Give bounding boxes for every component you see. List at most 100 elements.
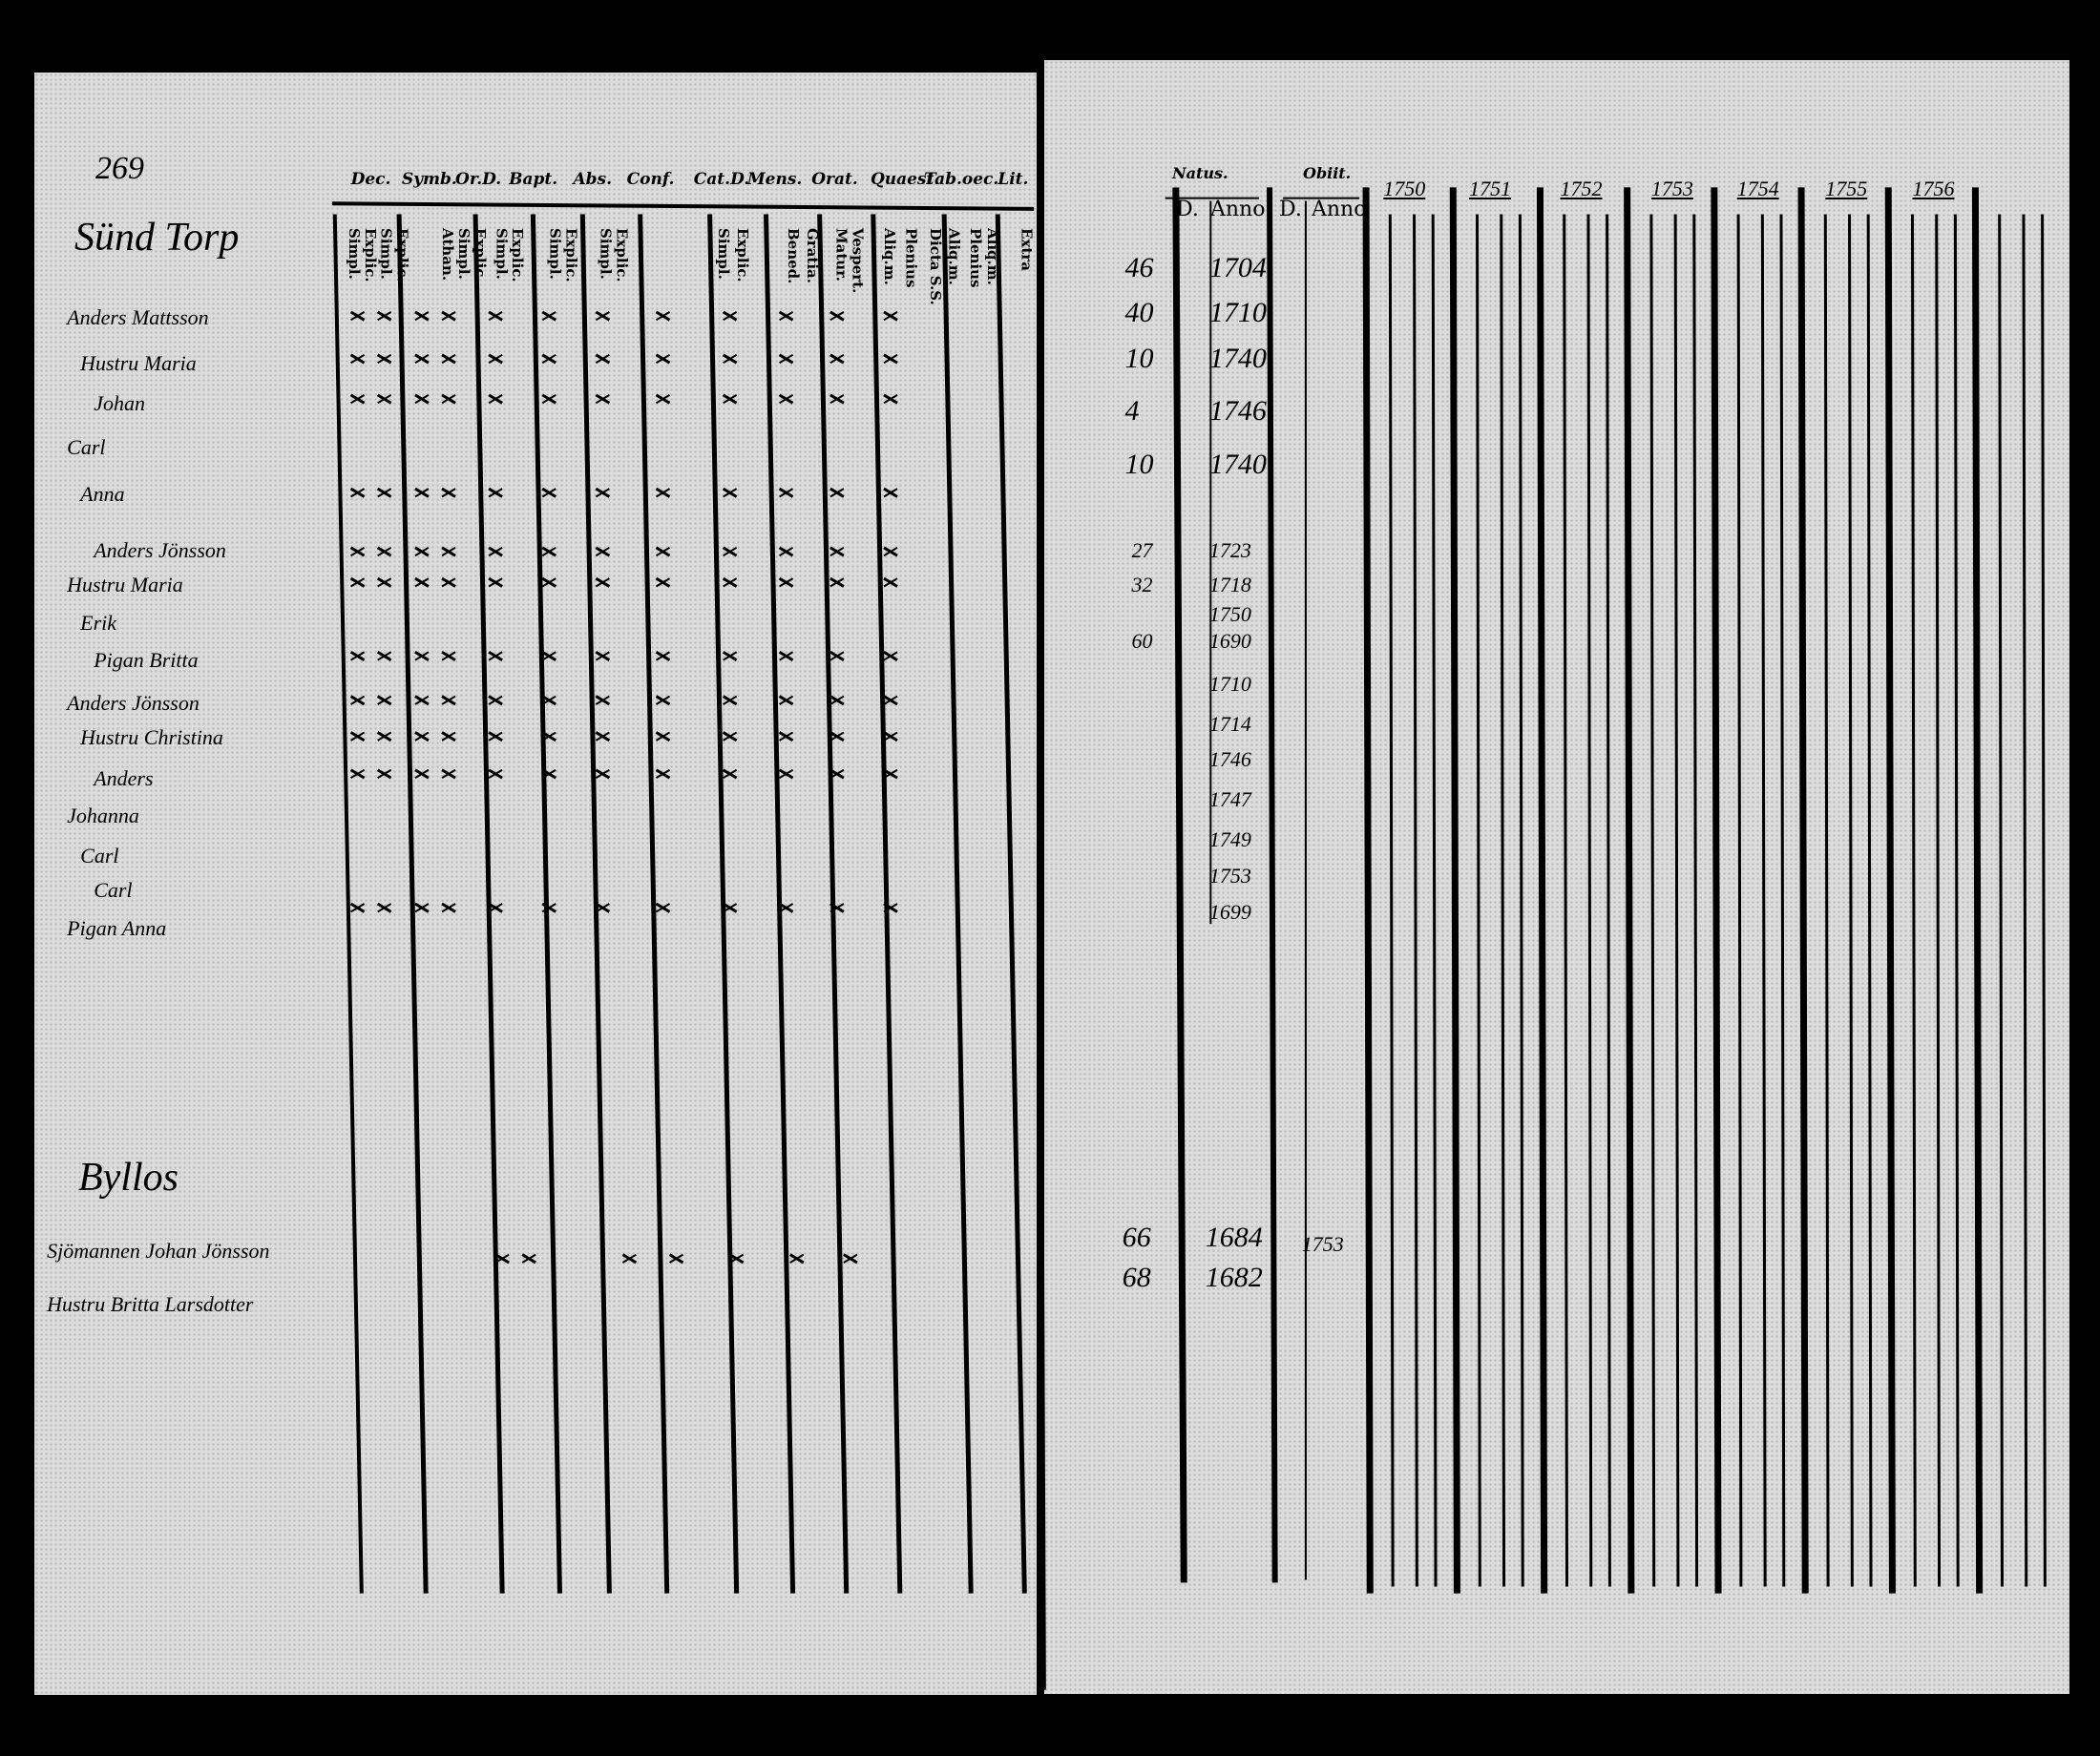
tally-mark [521, 1253, 536, 1264]
person-name: Johan [94, 390, 145, 415]
village-name-2: Byllos [78, 1156, 178, 1200]
month-line [1476, 214, 1481, 1587]
tally-mark [414, 577, 430, 588]
month-line [1673, 214, 1680, 1587]
tally-mark [883, 488, 898, 498]
tally-mark [883, 651, 898, 661]
tally-mark [655, 903, 671, 913]
natus-border [1172, 187, 1187, 1583]
entry-day: 68 [1122, 1261, 1151, 1293]
tally-mark [595, 577, 610, 588]
header-label: Symb. [401, 170, 457, 190]
column-line [707, 214, 740, 1594]
tally-mark [621, 1253, 637, 1264]
entry-anno: 1753 [1208, 863, 1251, 888]
tally-mark [655, 546, 671, 557]
obiit-day-label: D. [1279, 198, 1302, 221]
tally-mark [595, 731, 610, 742]
tally-mark [541, 731, 556, 742]
tally-mark [441, 768, 456, 780]
entry-anno: 1682 [1205, 1261, 1263, 1293]
month-line [1431, 214, 1438, 1587]
column-line [941, 214, 974, 1594]
tally-mark [723, 903, 738, 913]
tally-mark [377, 903, 392, 913]
tally-mark [488, 577, 503, 588]
tally-mark [779, 353, 794, 365]
month-line [1413, 214, 1418, 1587]
tally-mark [655, 651, 671, 661]
month-line [2022, 214, 2028, 1587]
entry-obiit-anno: 1753 [1301, 1231, 1344, 1256]
person-name: Carl [94, 878, 133, 903]
tally-mark [541, 695, 556, 705]
tally-mark [723, 353, 738, 365]
person-name: Erik [80, 610, 117, 635]
tally-mark [350, 651, 366, 661]
page-number: 269 [95, 151, 144, 186]
sub-header: Dicta S.S. [926, 227, 944, 305]
tally-mark [883, 311, 898, 322]
sub-header: Athan. [439, 227, 457, 281]
person-name: Anders [94, 765, 154, 790]
tally-mark [541, 311, 556, 322]
tally-mark [655, 311, 671, 322]
tally-mark [779, 577, 794, 588]
sub-header: Explic. [471, 227, 489, 282]
tally-mark [595, 651, 610, 661]
tally-mark [779, 488, 794, 498]
tally-mark [723, 695, 738, 705]
tally-mark [377, 651, 392, 661]
tally-mark [729, 1253, 745, 1264]
entry-anno: 1746 [1208, 394, 1267, 427]
sub-header: Aliq.m. [881, 227, 899, 285]
tally-mark [723, 546, 738, 557]
entry-day: 10 [1124, 449, 1154, 480]
entry-anno: 1710 [1208, 672, 1251, 697]
tally-mark [414, 768, 430, 780]
tally-mark [595, 695, 610, 705]
header-label: Quaest. [870, 170, 940, 190]
tally-mark [350, 311, 366, 322]
person-name: Carl [67, 434, 106, 459]
month-line [1500, 214, 1506, 1587]
tally-mark [723, 311, 738, 322]
tally-mark [655, 731, 671, 742]
tally-mark [488, 768, 503, 780]
tally-mark [441, 394, 456, 405]
tally-mark [595, 311, 610, 322]
tally-mark [414, 651, 430, 661]
entry-anno: 1690 [1208, 629, 1251, 654]
month-line [1823, 214, 1830, 1587]
header-label: Dec. [350, 170, 391, 190]
header-label: Orat. [811, 170, 858, 190]
column-line [332, 214, 364, 1594]
person-name: Carl [80, 843, 119, 868]
tally-mark [830, 577, 845, 588]
tally-mark [655, 488, 671, 498]
entry-anno: 1740 [1208, 343, 1267, 375]
sub-header: Extra [1018, 227, 1036, 271]
tally-mark [377, 311, 392, 322]
tally-mark [883, 695, 898, 705]
sub-header: Simpl. [715, 227, 733, 280]
year-border [1536, 187, 1548, 1594]
sub-header: Gratia. [803, 227, 821, 283]
year-border [1711, 187, 1722, 1594]
tally-mark [541, 353, 556, 365]
page-gutter [1036, 67, 1046, 1690]
tally-mark [723, 651, 738, 661]
tally-mark [441, 651, 456, 661]
sub-header: Matur. [832, 227, 850, 282]
obiit-anno-label: Anno [1312, 198, 1367, 221]
tally-mark [488, 903, 503, 913]
tally-mark [377, 488, 392, 498]
header-label: Lit. [998, 170, 1029, 190]
right-page [1044, 60, 2069, 1694]
natus-day-label: D. [1176, 198, 1199, 221]
person-name: Anna [80, 482, 125, 507]
tally-mark [883, 353, 898, 365]
tally-mark [350, 353, 366, 365]
tally-mark [779, 311, 794, 322]
tally-mark [414, 311, 430, 322]
